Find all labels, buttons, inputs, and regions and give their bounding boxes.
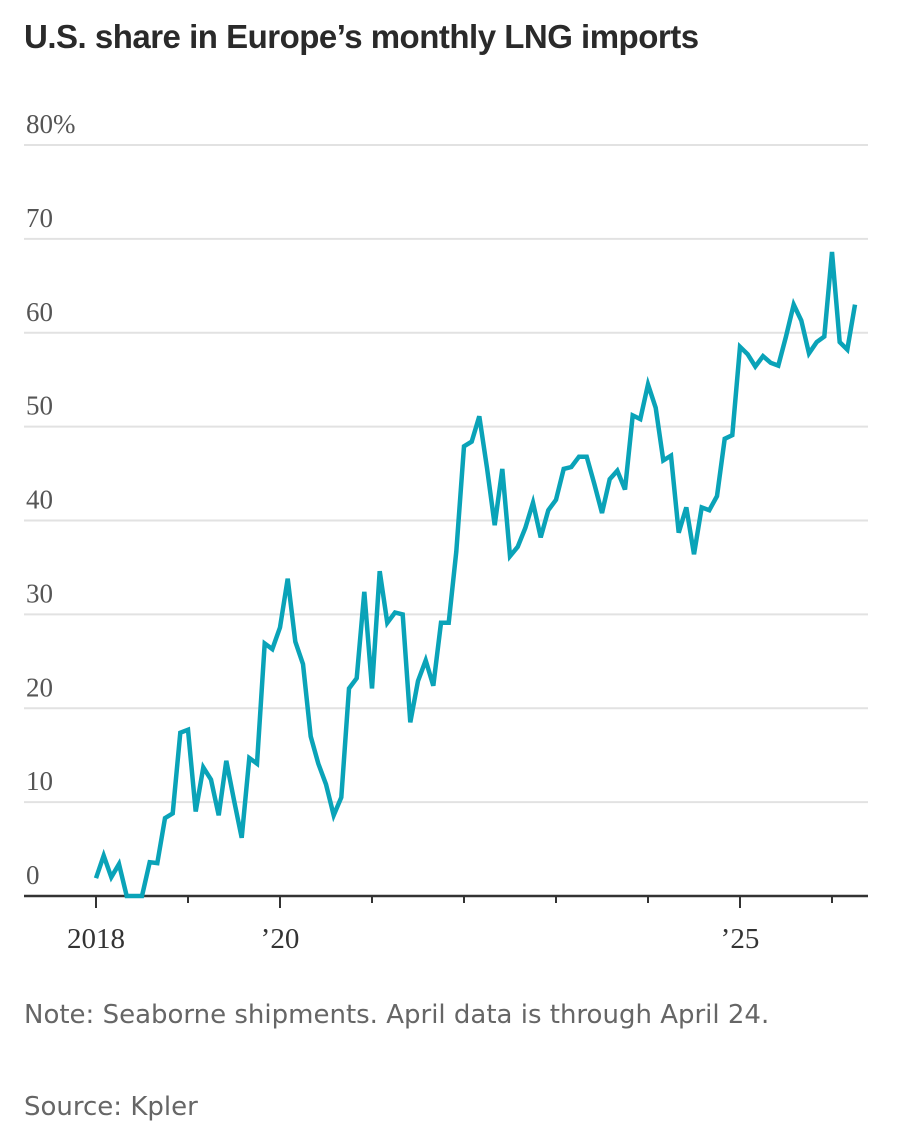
y-tick-label: 80% [26,109,76,139]
chart-title: U.S. share in Europe’s monthly LNG impor… [24,18,699,55]
series-line-us-share [93,251,858,899]
x-axis-ticks: 2018 ’20 ’25 [67,896,833,955]
chart-note: Note: Seaborne shipments. April data is … [24,1000,770,1030]
y-tick-label: 0 [26,860,40,890]
x-tick-label: 2018 [67,923,125,955]
y-tick-label: 30 [26,578,53,608]
y-tick-label: 70 [26,203,53,233]
series-lines [93,251,858,899]
y-tick-label: 40 [26,485,53,515]
x-tick-label: ’20 [261,923,300,955]
y-tick-label: 50 [26,391,53,421]
y-tick-label: 10 [26,766,53,796]
gridlines [24,144,868,804]
chart-source: Source: Kpler [24,1092,198,1122]
y-tick-label: 20 [26,672,53,702]
y-axis-labels: 0 10 20 30 40 50 60 70 80% [26,109,76,890]
x-tick-label: ’25 [721,923,760,955]
line-chart: 0 10 20 30 40 50 60 70 80% 2018 ’20 ’25 [24,109,868,955]
y-tick-label: 60 [26,297,53,327]
